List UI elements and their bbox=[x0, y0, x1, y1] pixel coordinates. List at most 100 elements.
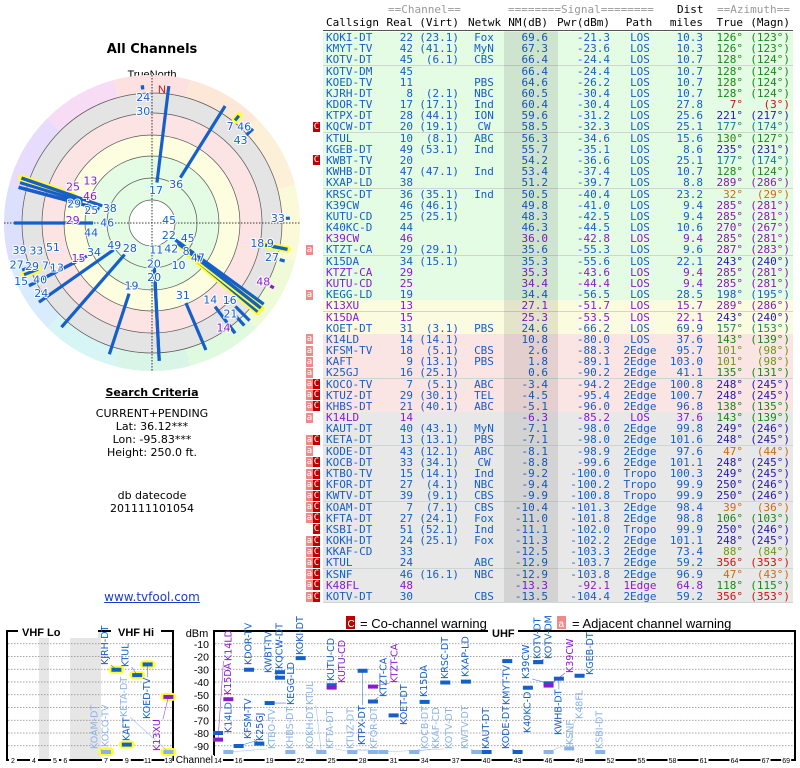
cell-true: 7° bbox=[729, 98, 743, 112]
station-marker bbox=[274, 670, 285, 675]
label-leader-line bbox=[470, 748, 477, 753]
station-channel-label: 29 bbox=[25, 260, 39, 273]
cell-magn: (123°) bbox=[750, 42, 790, 56]
station-marker-label: K40KC-D bbox=[522, 692, 533, 733]
label-leader-line bbox=[228, 748, 267, 753]
cell-virt: (52.1) bbox=[419, 522, 459, 536]
cell-real: 44 bbox=[399, 221, 413, 235]
station-channel-label: 28 bbox=[123, 242, 137, 255]
cell-nm: 54.2 bbox=[521, 153, 549, 167]
cell-nm: 49.8 bbox=[521, 198, 549, 212]
label-leader-line bbox=[538, 658, 544, 663]
cell-true: 106° bbox=[716, 511, 744, 525]
cell-magn: (174°) bbox=[750, 120, 790, 134]
cell-magn: (124°) bbox=[750, 165, 790, 179]
cell-virt: (15.1) bbox=[419, 254, 459, 268]
station-bearing-line bbox=[107, 293, 131, 355]
station-marker-label: KDOR-TV bbox=[243, 622, 254, 665]
search-mode: CURRENT+PENDING bbox=[95, 407, 209, 420]
col-true: True bbox=[716, 16, 744, 29]
cell-dist: 9.6 bbox=[683, 243, 703, 257]
x-axis-label: Channel bbox=[176, 755, 213, 766]
station-marker-label: KWHB-DT bbox=[553, 689, 564, 735]
cell-real: 36 bbox=[399, 187, 413, 201]
cell-magn: (217°) bbox=[750, 109, 790, 123]
col-callsign: Callsign bbox=[326, 16, 379, 29]
cell-path: Tropo bbox=[623, 522, 657, 536]
cell-dist: 98.4 bbox=[676, 500, 704, 514]
x-tick-label: 4 bbox=[32, 758, 36, 765]
adjacent-channel-warning-flag: a bbox=[306, 356, 313, 367]
cell-magn: (124°) bbox=[750, 53, 790, 67]
cell-true: 289° bbox=[716, 176, 744, 190]
cell-magn: (245°) bbox=[750, 455, 790, 469]
station-marker bbox=[440, 680, 451, 685]
station-marker bbox=[326, 683, 337, 688]
cell-true: 249° bbox=[716, 467, 744, 481]
cell-callsign: KTZT-CA bbox=[326, 243, 373, 257]
cell-callsign: KOTV-DT bbox=[326, 53, 373, 67]
cell-callsign: K39CW bbox=[326, 232, 360, 246]
cell-magn: (124°) bbox=[750, 86, 790, 100]
cell-real: 13 bbox=[399, 299, 413, 313]
cell-true: 356° bbox=[716, 556, 744, 570]
cell-dist: 15.6 bbox=[676, 131, 704, 145]
cell-netwk: PBS bbox=[474, 433, 494, 447]
station-bearing-line bbox=[213, 305, 237, 335]
station-marker-label: KOCO-TV bbox=[101, 704, 112, 747]
cell-pwr: -100.8 bbox=[570, 489, 610, 503]
station-bearing-line bbox=[174, 238, 265, 306]
azimuth-color-sector bbox=[185, 314, 257, 366]
station-marker-label: K14LD bbox=[224, 630, 235, 661]
y-tick-label: -90 bbox=[194, 741, 209, 753]
cell-pwr: -104.4 bbox=[570, 590, 610, 603]
cell-pwr: -92.1 bbox=[576, 578, 610, 592]
cell-virt: (6.1) bbox=[425, 53, 459, 67]
cell-pwr: -89.1 bbox=[576, 355, 610, 369]
cell-nm: 27.1 bbox=[521, 299, 549, 313]
station-channel-label: 46 bbox=[100, 216, 114, 229]
station-marker-label: KAUT-DT bbox=[481, 708, 492, 749]
x-tick-label: 49 bbox=[576, 758, 584, 765]
azimuth-color-sector bbox=[113, 348, 191, 372]
cell-pwr: -40.4 bbox=[576, 187, 610, 201]
cell-virt: (4.1) bbox=[425, 478, 459, 492]
co-channel-warning-flag: C bbox=[313, 557, 320, 568]
station-marker-label: KHBS-DT bbox=[285, 707, 296, 749]
cell-pwr: -32.3 bbox=[576, 120, 610, 134]
cell-nm: 60.4 bbox=[521, 98, 549, 112]
cell-pwr: -99.6 bbox=[576, 455, 610, 469]
label-leader-line bbox=[531, 678, 549, 684]
cell-nm: 35.3 bbox=[521, 254, 549, 268]
cell-dist: 10.7 bbox=[676, 75, 704, 89]
cell-callsign: KJRH-DT bbox=[326, 86, 373, 100]
cell-dist: 10.3 bbox=[676, 42, 704, 56]
cell-callsign: K25GJ bbox=[326, 366, 360, 380]
label-leader-line bbox=[372, 682, 390, 687]
cell-real: 19 bbox=[399, 288, 413, 302]
cell-magn: (283°) bbox=[750, 243, 790, 257]
cell-dist: 64.8 bbox=[676, 578, 704, 592]
cell-pwr: -101.3 bbox=[570, 500, 610, 514]
station-bearing-line bbox=[234, 305, 251, 322]
station-bearing-line bbox=[233, 114, 241, 122]
cell-pwr: -53.5 bbox=[576, 310, 610, 324]
station-marker-label: KJRH-DT bbox=[100, 625, 111, 665]
cell-true: 126° bbox=[716, 42, 744, 56]
cell-pwr: -55.6 bbox=[576, 254, 610, 268]
station-channel-label: 31 bbox=[176, 289, 190, 302]
tvfool-link[interactable]: www.tvfool.com bbox=[104, 590, 200, 604]
cell-callsign: KSNF bbox=[326, 567, 353, 581]
co-channel-warning-flag: C bbox=[313, 121, 320, 132]
station-channel-label: 44 bbox=[84, 226, 98, 239]
station-marker-label: KAFT bbox=[121, 717, 132, 741]
x-tick-label: 61 bbox=[700, 758, 708, 765]
station-channel-label: 16 bbox=[223, 294, 237, 307]
cell-real: 11 bbox=[399, 75, 413, 89]
col-real: Real bbox=[386, 16, 414, 29]
cell-dist: 96.8 bbox=[676, 399, 704, 413]
cell-dist: 8.6 bbox=[683, 142, 703, 156]
station-bearing-line bbox=[23, 267, 39, 277]
cell-true: 248° bbox=[716, 377, 744, 391]
